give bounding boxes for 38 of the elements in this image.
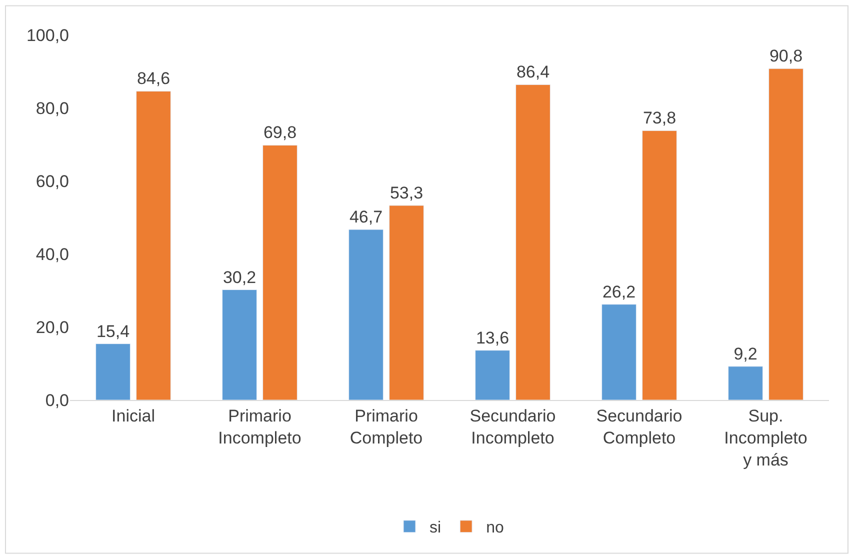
bar (389, 205, 424, 400)
data-label: 73,8 (642, 108, 676, 128)
x-tick-label: Secundario Completo (596, 406, 682, 448)
y-tick-label: 40,0 (36, 244, 69, 264)
legend-label: si (430, 520, 442, 537)
data-label: 53,3 (390, 183, 424, 202)
data-label: 15,4 (96, 322, 130, 341)
bar (642, 130, 677, 400)
data-label: 86,4 (516, 62, 550, 82)
bar (768, 68, 804, 400)
x-tick-label: Primario Completo (350, 406, 423, 448)
bar (602, 304, 636, 400)
data-label: 13,6 (476, 328, 510, 348)
data-label: 26,2 (602, 282, 636, 302)
x-tick-label: Primario Incompleto (218, 406, 302, 448)
x-tick-label: Sup. Incompleto y más (724, 406, 808, 470)
y-tick-label: 0,0 (45, 390, 69, 410)
bar (222, 290, 257, 400)
bar (96, 344, 130, 400)
data-label: 30,2 (222, 268, 256, 287)
data-label: 84,6 (136, 69, 170, 88)
bar (348, 229, 384, 400)
data-label: 9,2 (734, 344, 758, 364)
data-label: 90,8 (769, 46, 803, 66)
legend-label: no (486, 520, 504, 537)
y-tick-label: 20,0 (36, 318, 69, 337)
bar (136, 90, 171, 400)
y-tick-label: 80,0 (36, 98, 69, 118)
bar (475, 350, 510, 400)
bar (516, 84, 550, 400)
data-label: 69,8 (263, 123, 297, 142)
x-tick-label: Inicial (112, 406, 155, 426)
y-tick-label: 100,0 (26, 26, 69, 45)
x-tick-label: Secundario Incompleto (470, 406, 556, 448)
bar (728, 366, 763, 400)
data-label: 46,7 (349, 208, 383, 227)
bar (262, 144, 298, 400)
y-tick-label: 60,0 (36, 172, 69, 191)
